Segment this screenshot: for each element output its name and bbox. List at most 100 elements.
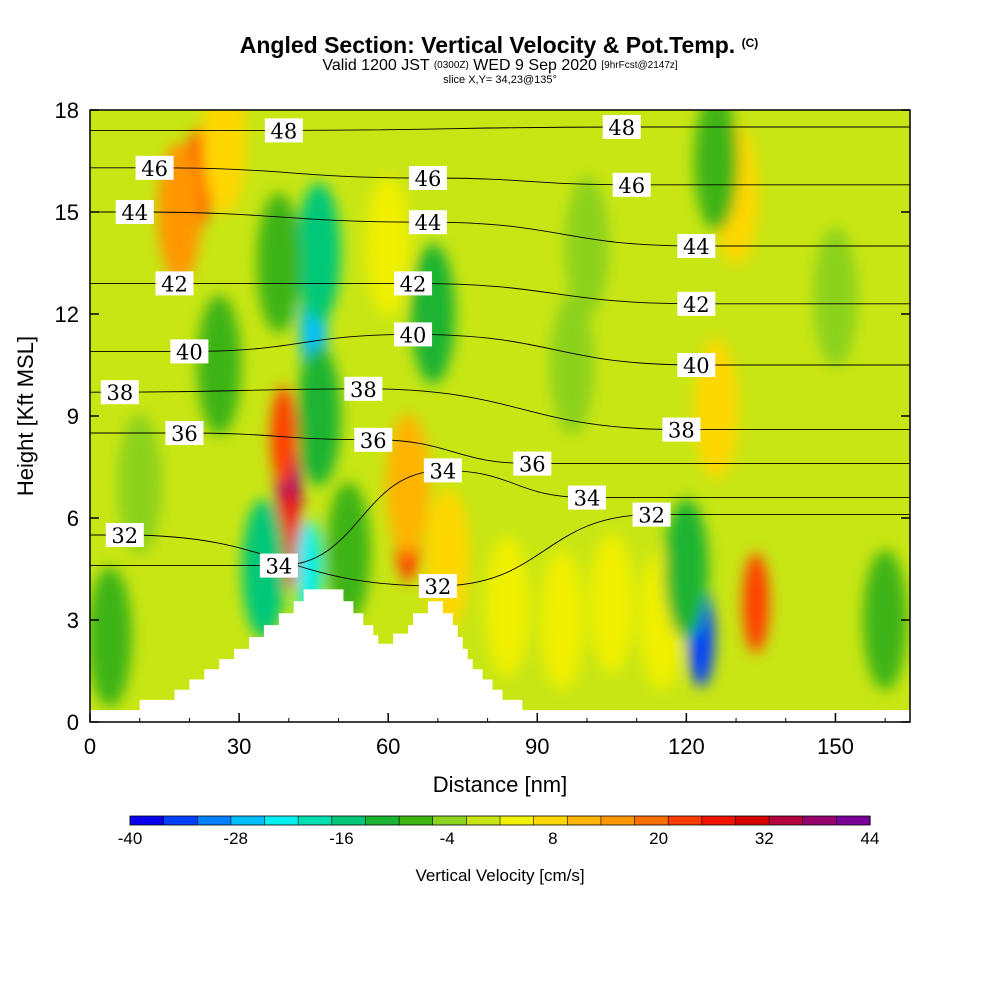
theta-label-box	[632, 502, 671, 527]
theta-label-text: 32	[638, 504, 665, 528]
theta-contour-label: 40	[677, 353, 716, 378]
velocity-cell	[485, 536, 530, 677]
theta-label-box	[165, 421, 204, 445]
colorbar-swatch	[836, 816, 871, 825]
colorbar-swatch	[130, 816, 165, 825]
theta-label-text: 46	[141, 157, 168, 181]
colorbar-swatch	[466, 816, 501, 825]
colorbar-swatch	[668, 816, 703, 825]
velocity-cell	[326, 482, 371, 622]
theta-contour-label: 40	[170, 339, 209, 364]
velocity-cell	[863, 550, 908, 690]
colorbar-swatch	[399, 816, 434, 825]
velocity-cell	[742, 553, 769, 653]
theta-contour-label: 42	[677, 291, 716, 317]
colorbar-swatch	[264, 816, 299, 825]
x-tick-label: 0	[84, 734, 96, 759]
velocity-cell	[550, 295, 595, 435]
colorbar-label: Vertical Velocity [cm/s]	[415, 866, 584, 885]
theta-label-box	[677, 291, 716, 316]
theta-contour-label: 36	[165, 421, 204, 446]
y-tick-label: 6	[67, 506, 79, 531]
theta-label-box	[567, 485, 606, 510]
theta-label-text: 40	[683, 354, 710, 378]
velocity-cell	[813, 227, 858, 367]
velocity-cell	[197, 295, 242, 435]
colorbar-tick-label: 8	[548, 829, 557, 848]
y-tick-label: 9	[67, 404, 79, 429]
theta-label-box	[354, 427, 393, 452]
y-tick-label: 15	[55, 200, 79, 225]
colorbar-tick-label: -28	[223, 829, 248, 848]
theta-contour-label: 34	[567, 485, 606, 511]
theta-label-box	[100, 380, 139, 405]
colorbar: -40 -28 -16 -4 8 20 32 44	[118, 815, 880, 848]
velocity-cell	[117, 414, 162, 554]
theta-contour-label: 48	[264, 118, 303, 143]
theta-label-text: 36	[171, 422, 198, 446]
theta-label-text: 40	[176, 340, 203, 364]
x-tick-label: 150	[817, 734, 854, 759]
theta-label-text: 38	[350, 378, 377, 402]
theta-label-text: 46	[415, 167, 442, 191]
theta-contour-label: 42	[394, 271, 433, 296]
x-tick-label: 90	[525, 734, 549, 759]
colorbar-tick-label: 44	[861, 829, 880, 848]
colorbar-swatch	[432, 816, 467, 825]
theta-label-text: 42	[161, 272, 188, 296]
colorbar-swatch	[230, 816, 266, 825]
colorbar-swatch	[197, 816, 232, 825]
theta-contour-label: 32	[418, 574, 457, 599]
theta-label-box	[394, 322, 433, 347]
velocity-cell	[386, 414, 431, 554]
theta-label-box	[677, 353, 716, 377]
theta-label-text: 34	[265, 555, 292, 579]
colorbar-swatch	[365, 816, 400, 825]
theta-contour-label: 44	[408, 210, 447, 235]
colorbar-swatch	[701, 816, 737, 825]
x-tick-label: 60	[376, 734, 400, 759]
theta-label-box	[408, 166, 447, 190]
velocity-cell	[694, 110, 739, 231]
x-tick-label: 120	[668, 734, 705, 759]
colorbar-tick-label: -4	[440, 829, 455, 848]
theta-label-text: 40	[400, 323, 427, 347]
chart-title: Angled Section: Vertical Velocity & Pot.…	[239, 32, 759, 58]
valid-time-line: Valid 1200 JST (0300Z) WED 9 Sep 2020 [9…	[322, 57, 678, 74]
theta-label-text: 34	[429, 459, 456, 483]
theta-contour-label: 34	[259, 553, 298, 579]
colorbar-swatch	[163, 816, 198, 825]
theta-label-text: 44	[683, 235, 710, 259]
forecast-tag: [9hrFcst@2147z]	[601, 60, 678, 71]
theta-label-box	[170, 339, 209, 364]
slice-info: slice X,Y= 34,23@135°	[443, 74, 557, 86]
colorbar-swatch	[600, 816, 636, 825]
colorbar-tick-label: 32	[755, 829, 774, 848]
plot-area: 32 32 32 34 34 34 36 36 36 38 38 38 40 40 40 42 42 42 44 44…	[90, 110, 910, 722]
valid-date: WED 9 Sep 2020	[473, 57, 597, 74]
colorbar-swatch	[769, 816, 804, 825]
colorbar-tick-label: -40	[118, 829, 143, 848]
theta-contour-label: 48	[602, 115, 641, 140]
theta-label-text: 32	[111, 524, 138, 548]
theta-label-text: 32	[425, 575, 452, 599]
theta-label-text: 36	[360, 429, 387, 453]
theta-label-box	[264, 118, 303, 143]
chart-header: Angled Section: Vertical Velocity & Pot.…	[0, 34, 1000, 86]
theta-contour-label: 44	[677, 234, 716, 259]
theta-label-text: 48	[608, 116, 635, 140]
theta-label-text: 42	[683, 293, 710, 317]
theta-label-box	[677, 234, 716, 258]
theta-label-box	[408, 210, 447, 235]
colorbar-swatch	[500, 816, 535, 825]
theta-contour-label: 38	[662, 417, 701, 443]
theta-label-box	[135, 155, 174, 180]
x-axis-label: Distance [nm]	[433, 772, 568, 797]
velocity-cell	[256, 193, 301, 333]
theta-label-text: 48	[270, 119, 297, 143]
velocity-cell	[564, 176, 609, 316]
velocity-cell	[589, 533, 634, 673]
theta-contour-label: 38	[344, 376, 383, 402]
theta-label-box	[423, 458, 462, 483]
theta-label-box	[394, 271, 433, 296]
